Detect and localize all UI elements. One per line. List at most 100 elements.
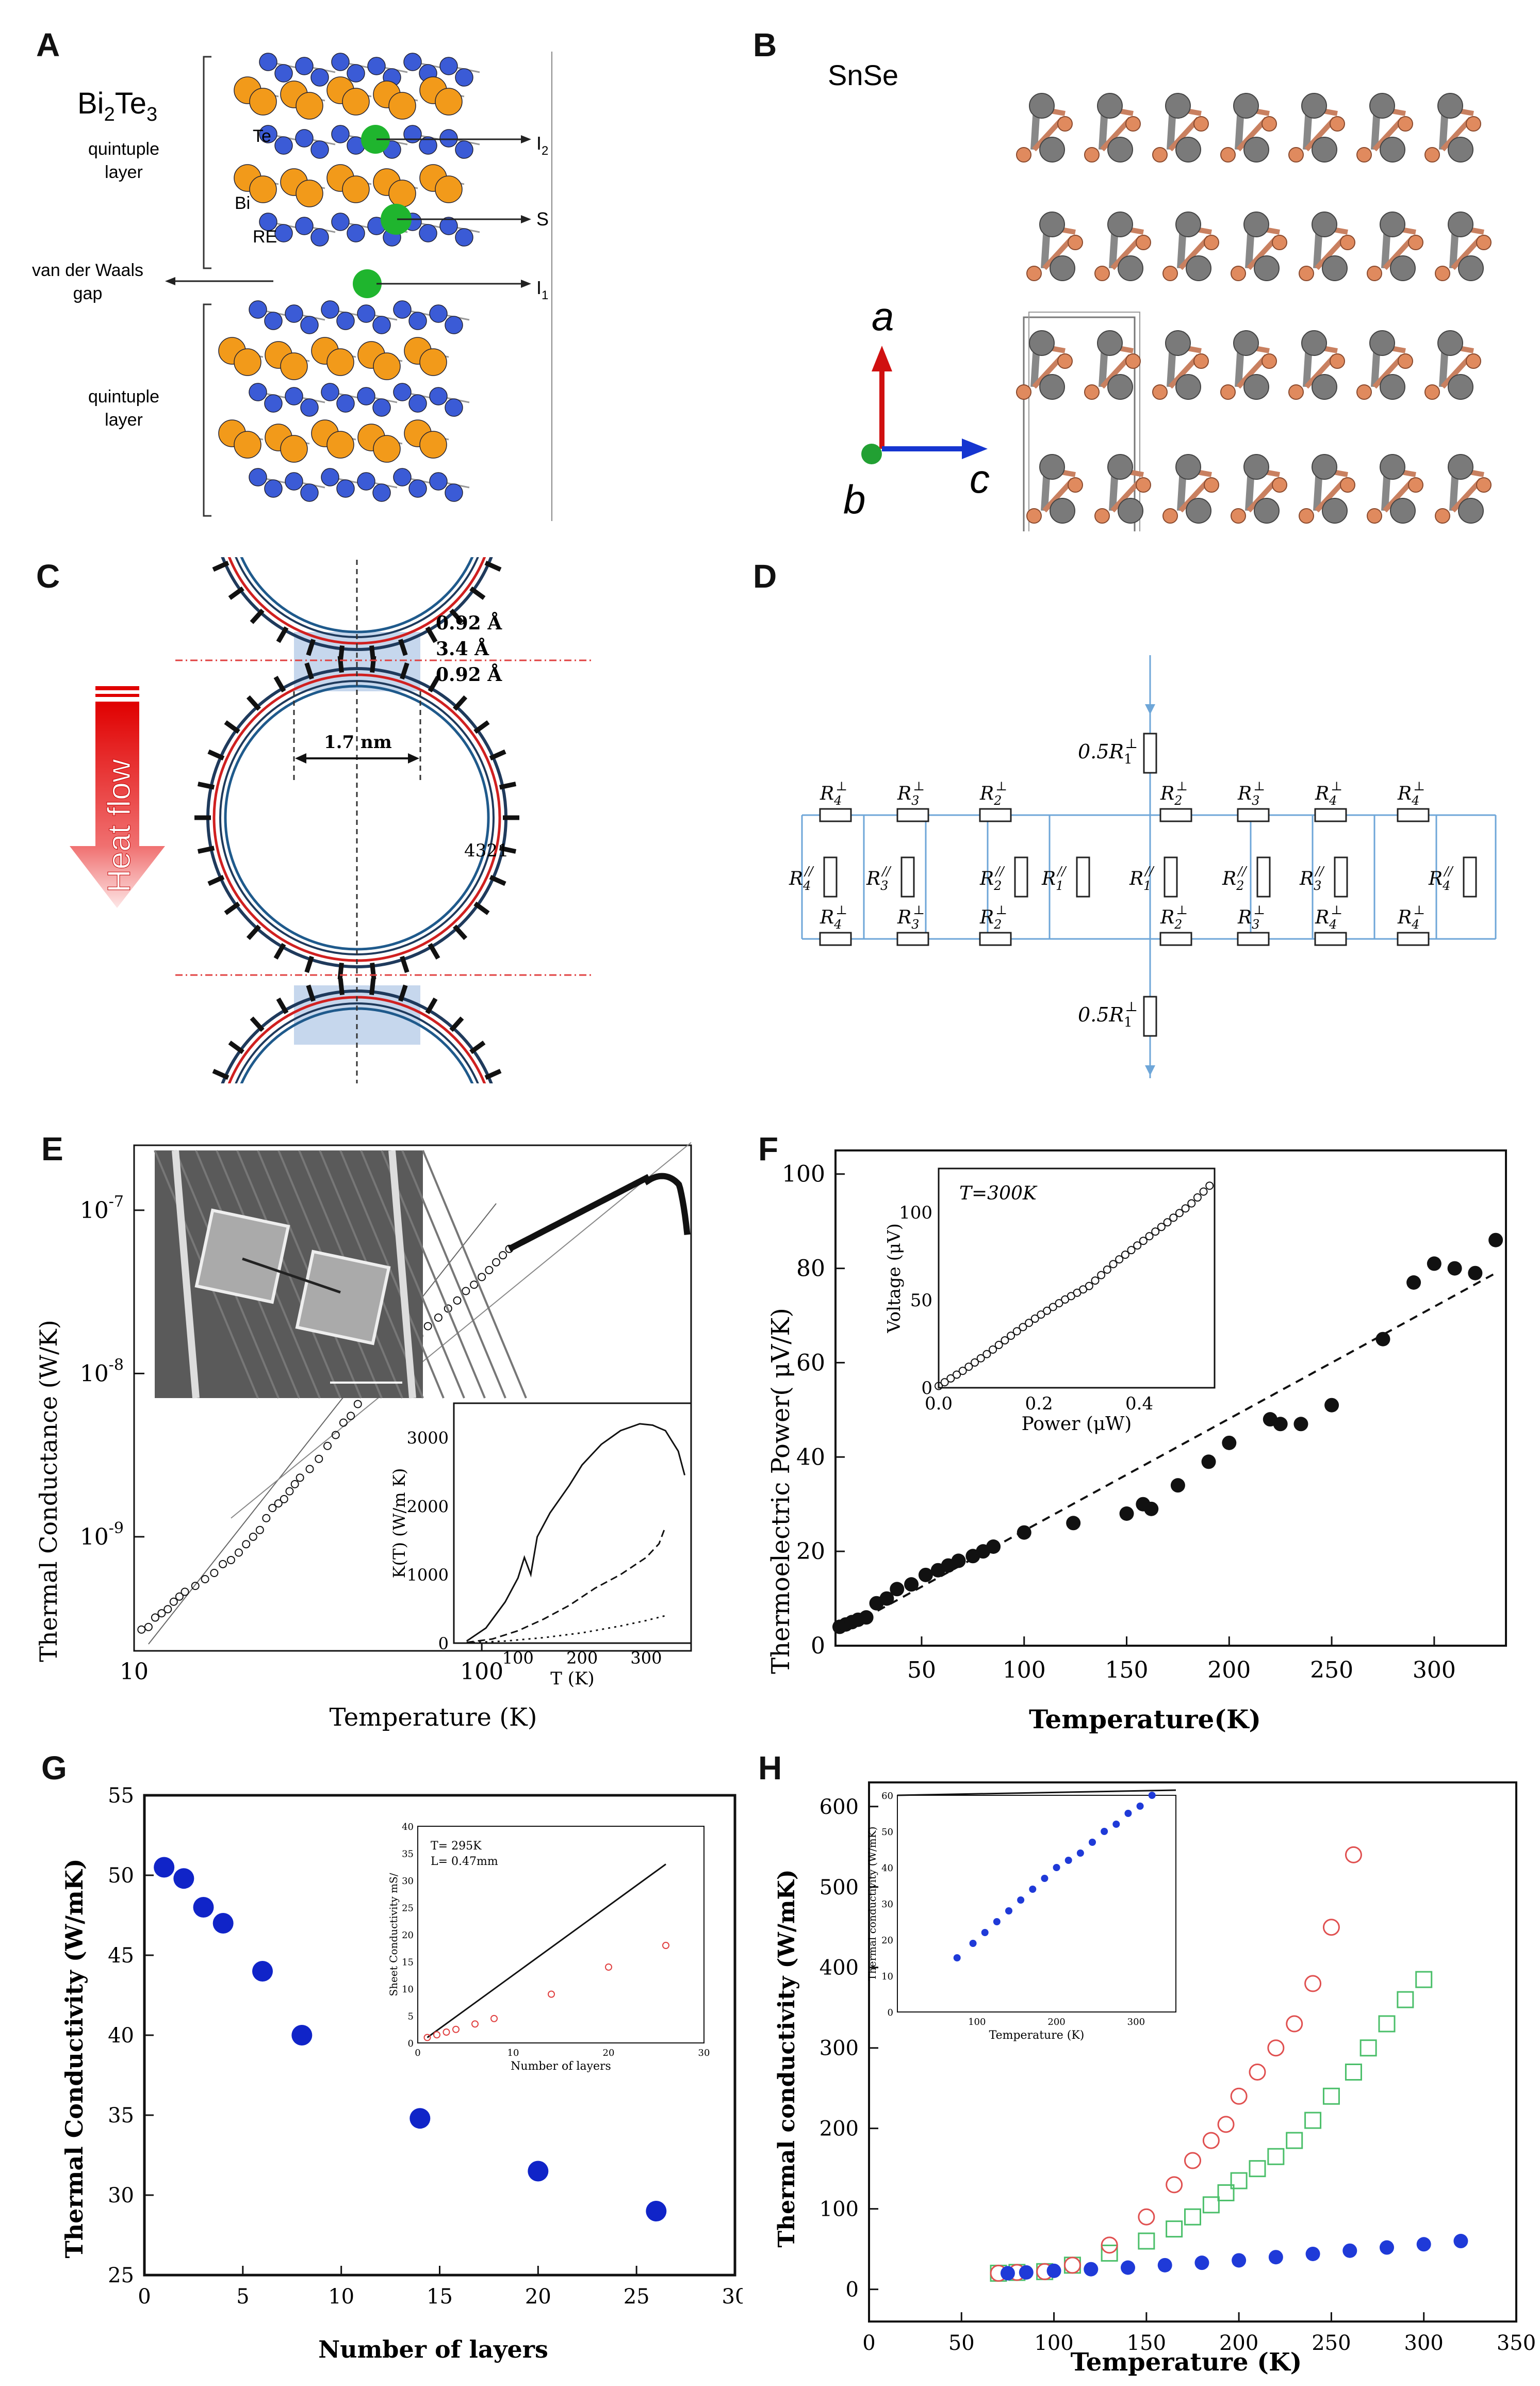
inset-data-point	[946, 1374, 955, 1383]
se-atom	[1466, 116, 1481, 132]
inset-data-point	[1163, 1218, 1172, 1227]
te-atom	[357, 472, 375, 491]
se-atom	[1299, 266, 1314, 281]
phonon-arrow	[370, 962, 376, 980]
data-point	[904, 1577, 919, 1592]
inset-data-point	[1041, 1875, 1048, 1882]
resistor-label: R4⊥	[1397, 903, 1425, 932]
inset-data-point	[1124, 1810, 1132, 1817]
inset-data-point	[1139, 1237, 1148, 1245]
data-point	[154, 1857, 175, 1878]
re-atom	[361, 125, 390, 154]
phonon-arrow	[453, 924, 468, 940]
data-point-open-circle	[1304, 1975, 1322, 1992]
bi-atom	[342, 88, 370, 116]
phonon-arrow	[224, 901, 240, 915]
phonon-arrow	[428, 943, 440, 960]
data-point	[453, 1296, 462, 1305]
h-ylabel: Thermal conductivity (W/mK)	[774, 1869, 800, 2247]
panel-c: C 1.7 nm 0.92 Å 3.4 Å 0.92 Å 432	[0, 537, 743, 1083]
parallel-resistor	[1334, 856, 1348, 898]
phonon-arrow	[495, 537, 511, 538]
parallel-resistor	[1463, 856, 1477, 898]
se-atom	[1340, 477, 1355, 493]
sn-atom	[1448, 374, 1473, 400]
sn-atom	[1448, 137, 1473, 163]
se-atom	[1094, 266, 1110, 281]
se-atom	[1367, 266, 1382, 281]
se-atom	[1162, 508, 1178, 524]
data-point	[528, 2161, 549, 2182]
se-atom	[1272, 235, 1287, 250]
sn-atom	[1380, 137, 1405, 163]
series-resistor-top	[1159, 808, 1192, 822]
data-point	[1201, 1454, 1216, 1469]
data-point	[492, 1258, 501, 1267]
inset-y-tick-label: 20	[402, 1930, 414, 1941]
y-tick-label: 500	[820, 1876, 859, 1900]
sn-atom	[1050, 255, 1075, 281]
se-atom	[1084, 384, 1100, 400]
te-atom	[393, 468, 412, 486]
te-atom	[393, 383, 412, 401]
te-atom	[347, 64, 365, 83]
series-resistor-bottom	[1397, 932, 1430, 946]
sn-atom	[1175, 137, 1201, 163]
te-atom	[419, 224, 437, 242]
inset-y-tick-label: 50	[910, 1290, 932, 1311]
inset-data-point	[989, 1345, 997, 1354]
y-tick-label: 45	[108, 1944, 134, 1968]
data-point-open-circle	[1345, 1846, 1362, 1863]
phonon-arrow	[197, 846, 215, 854]
te-atom	[445, 398, 463, 417]
data-point	[646, 2201, 667, 2221]
se-atom	[1220, 384, 1236, 400]
sn-atom	[1165, 93, 1191, 119]
inset-ylabel: K(T) (W/m K)	[389, 1468, 409, 1578]
se-atom	[1435, 508, 1450, 524]
inset-xlabel: Power (μW)	[1022, 1414, 1132, 1435]
te-atom	[285, 387, 303, 405]
inset-data-point	[490, 2015, 498, 2022]
half-resistor-label: 0.5R1⊥	[1078, 736, 1138, 767]
snse-title: SnSe	[828, 59, 898, 91]
data-point	[157, 1609, 166, 1618]
te-atom	[285, 304, 303, 323]
se-atom	[1288, 147, 1304, 163]
y-tick-label: 400	[820, 1956, 859, 1980]
phonon-arrow	[212, 560, 230, 572]
se-atom	[1330, 353, 1345, 369]
series-resistor-top	[896, 808, 929, 822]
phonon-arrow	[306, 639, 316, 656]
resistor-label: R4⊥	[1315, 903, 1342, 932]
te-atom	[408, 479, 427, 498]
te-atom	[429, 304, 448, 323]
sn-atom	[1029, 93, 1055, 119]
inset-data-point	[1169, 1213, 1178, 1222]
dim2-label: 3.4 Å	[436, 638, 489, 660]
inset-title: T=300K	[959, 1183, 1038, 1204]
resistor-label: R3//	[866, 864, 892, 893]
data-point	[212, 1913, 234, 1934]
phonon-arrow	[453, 695, 468, 711]
series-resistor-top	[979, 808, 1012, 822]
data-point-open-circle	[1063, 2257, 1081, 2274]
se-atom	[1026, 508, 1042, 524]
inset-data-point	[1061, 1295, 1070, 1304]
inset-data-point	[1187, 1199, 1196, 1208]
inset-y-tick-label: 3000	[407, 1428, 449, 1448]
sn-atom	[1448, 212, 1473, 237]
g-xlabel: Number of layers	[318, 2335, 548, 2363]
data-point	[249, 1532, 257, 1541]
phonon-arrow	[337, 656, 344, 673]
layer-numbers-label: 4321	[464, 840, 509, 861]
te-atom	[259, 125, 277, 143]
x-tick-label: 300	[1404, 2331, 1444, 2355]
phonon-arrow	[304, 662, 314, 680]
inset-data-point	[1101, 1828, 1108, 1835]
x-tick-label: 0	[862, 2331, 875, 2355]
te-atom	[321, 300, 339, 319]
inset-data-point	[1097, 1271, 1106, 1279]
inset-y-tick-label: 35	[402, 1849, 414, 1860]
inset-data-point	[1199, 1187, 1208, 1196]
